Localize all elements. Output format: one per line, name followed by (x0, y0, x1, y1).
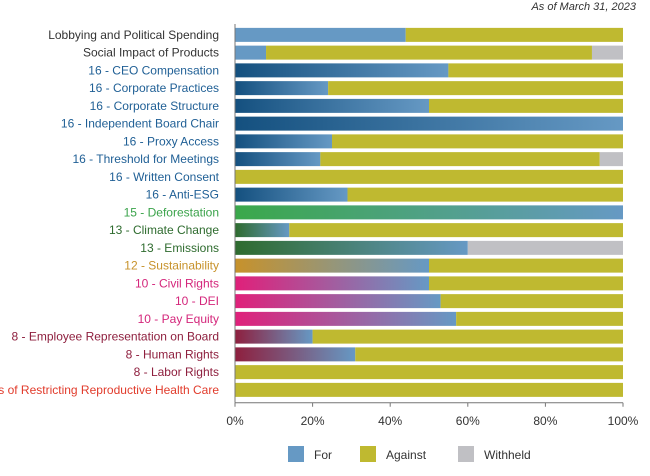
bar-segment-against (429, 258, 623, 273)
category-label: 12 - Sustainability (124, 259, 219, 273)
bar-segment-withheld (467, 240, 623, 255)
category-label: 16 - Independent Board Chair (61, 117, 219, 131)
bar-segment-against (332, 134, 623, 149)
bar-segment-against (328, 81, 623, 96)
category-label: 13 - Climate Change (109, 223, 219, 237)
bar-segment-withheld (599, 152, 623, 167)
bar-segment-withheld (591, 45, 623, 60)
x-tick-label: 100% (608, 414, 639, 428)
category-label: 10 - Civil Rights (135, 276, 219, 290)
bar-segment-for (235, 63, 449, 78)
bar-segment-for (235, 258, 429, 273)
bar-segment-against (266, 45, 592, 60)
bar-segment-against (405, 27, 623, 42)
bar-segment-for (235, 276, 429, 291)
x-tick-label: 80% (533, 414, 557, 428)
legend-label: Against (386, 448, 427, 462)
bar-segment-against (312, 329, 623, 344)
bar-segment-against (235, 169, 623, 184)
x-tick-label: 20% (301, 414, 325, 428)
x-tick-label: 40% (378, 414, 402, 428)
bar-segment-against (429, 276, 623, 291)
category-label: 5 - Risks of Restricting Reproductive He… (0, 383, 219, 397)
bar-segment-against (235, 365, 623, 380)
legend-label: Withheld (484, 448, 531, 462)
bar-segment-for (235, 81, 329, 96)
category-label: 16 - Threshold for Meetings (72, 152, 219, 166)
category-label: 16 - Corporate Structure (90, 99, 220, 113)
bar-segment-against (440, 294, 623, 309)
bar-segment-against (429, 98, 623, 113)
x-tick-label: 0% (226, 414, 244, 428)
category-label: 16 - Anti-ESG (146, 188, 219, 202)
bar-segment-against (235, 382, 623, 397)
category-label: Lobbying and Political Spending (48, 28, 219, 42)
category-label: 8 - Human Rights (126, 347, 219, 361)
legend-swatch-against (360, 446, 376, 462)
bar-segment-for (235, 134, 332, 149)
category-label: 13 - Emissions (140, 241, 219, 255)
bar-segment-against (355, 347, 623, 362)
bar-segment-for (235, 240, 468, 255)
category-label: 15 - Deforestation (124, 205, 219, 219)
as-of-date-note: As of March 31, 2023 (531, 1, 636, 13)
category-label: 10 - Pay Equity (138, 312, 219, 326)
bar-segment-for (235, 98, 429, 113)
bar-segment-against (448, 63, 623, 78)
legend-swatch-for (288, 446, 304, 462)
bar-segment-for (235, 347, 356, 362)
bar-segment-for (235, 152, 321, 167)
bar-segment-against (347, 187, 623, 202)
bar-segment-for (235, 294, 441, 309)
bar-segment-against (320, 152, 600, 167)
x-tick-label: 60% (456, 414, 480, 428)
bar-segment-for (235, 27, 406, 42)
category-label: 10 - DEI (175, 294, 219, 308)
category-label: 16 - Proxy Access (123, 134, 219, 148)
bar-segment-for (235, 45, 267, 60)
bar-segment-against (289, 223, 623, 238)
category-label: 16 - CEO Compensation (88, 63, 219, 77)
bar-segment-for (235, 329, 313, 344)
category-label: 16 - Corporate Practices (89, 81, 219, 95)
category-label: 16 - Written Consent (109, 170, 219, 184)
bar-segment-for (235, 223, 290, 238)
bar-segment-for (235, 311, 457, 326)
legend-swatch-withheld (458, 446, 474, 462)
bar-segment-for (235, 187, 348, 202)
legend-label: For (314, 448, 332, 462)
bar-segment-for (235, 116, 623, 131)
category-label: Social Impact of Products (83, 46, 219, 60)
bar-segment-for (235, 205, 623, 220)
category-label: 8 - Employee Representation on Board (12, 330, 219, 344)
category-label: 8 - Labor Rights (134, 365, 219, 379)
bar-segment-against (456, 311, 623, 326)
